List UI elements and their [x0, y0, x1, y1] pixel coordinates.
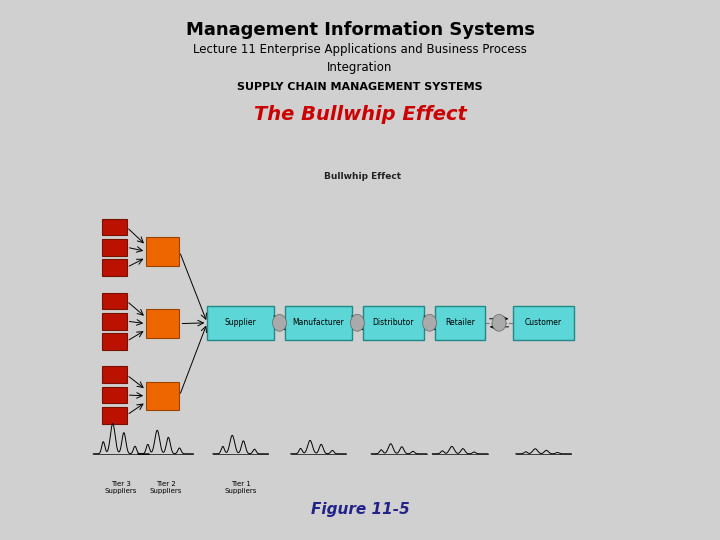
Text: Retailer: Retailer — [445, 318, 475, 327]
FancyBboxPatch shape — [102, 259, 127, 276]
Text: Management Information Systems: Management Information Systems — [186, 21, 534, 38]
Text: Manufacturer: Manufacturer — [292, 318, 344, 327]
FancyBboxPatch shape — [146, 237, 179, 266]
FancyBboxPatch shape — [513, 306, 574, 340]
Text: SUPPLY CHAIN MANAGEMENT SYSTEMS: SUPPLY CHAIN MANAGEMENT SYSTEMS — [237, 82, 483, 92]
Text: Distributor: Distributor — [373, 318, 414, 327]
Text: Customer: Customer — [525, 318, 562, 327]
FancyBboxPatch shape — [102, 313, 127, 329]
Ellipse shape — [351, 314, 364, 331]
FancyBboxPatch shape — [102, 333, 127, 350]
FancyBboxPatch shape — [102, 219, 127, 235]
FancyBboxPatch shape — [285, 306, 352, 340]
FancyBboxPatch shape — [102, 407, 127, 423]
FancyBboxPatch shape — [146, 309, 179, 338]
FancyBboxPatch shape — [102, 239, 127, 255]
Text: Supplier: Supplier — [225, 318, 256, 327]
Text: Tier 3
Suppliers: Tier 3 Suppliers — [105, 481, 138, 494]
Ellipse shape — [423, 314, 436, 331]
Text: Figure 11-5: Figure 11-5 — [310, 502, 410, 517]
Text: Lecture 11 Enterprise Applications and Business Process
Integration: Lecture 11 Enterprise Applications and B… — [193, 43, 527, 74]
Text: Tier 2
Suppliers: Tier 2 Suppliers — [149, 481, 181, 494]
Text: Tier 1
Suppliers: Tier 1 Suppliers — [225, 481, 257, 494]
Text: Bullwhip Effect: Bullwhip Effect — [324, 172, 402, 181]
FancyBboxPatch shape — [102, 293, 127, 309]
Ellipse shape — [273, 314, 287, 331]
FancyBboxPatch shape — [207, 306, 274, 340]
FancyBboxPatch shape — [435, 306, 485, 340]
Ellipse shape — [492, 314, 506, 331]
Text: The Bullwhip Effect: The Bullwhip Effect — [253, 105, 467, 124]
FancyBboxPatch shape — [146, 382, 179, 410]
FancyBboxPatch shape — [363, 306, 424, 340]
FancyBboxPatch shape — [102, 387, 127, 403]
FancyBboxPatch shape — [102, 367, 127, 383]
